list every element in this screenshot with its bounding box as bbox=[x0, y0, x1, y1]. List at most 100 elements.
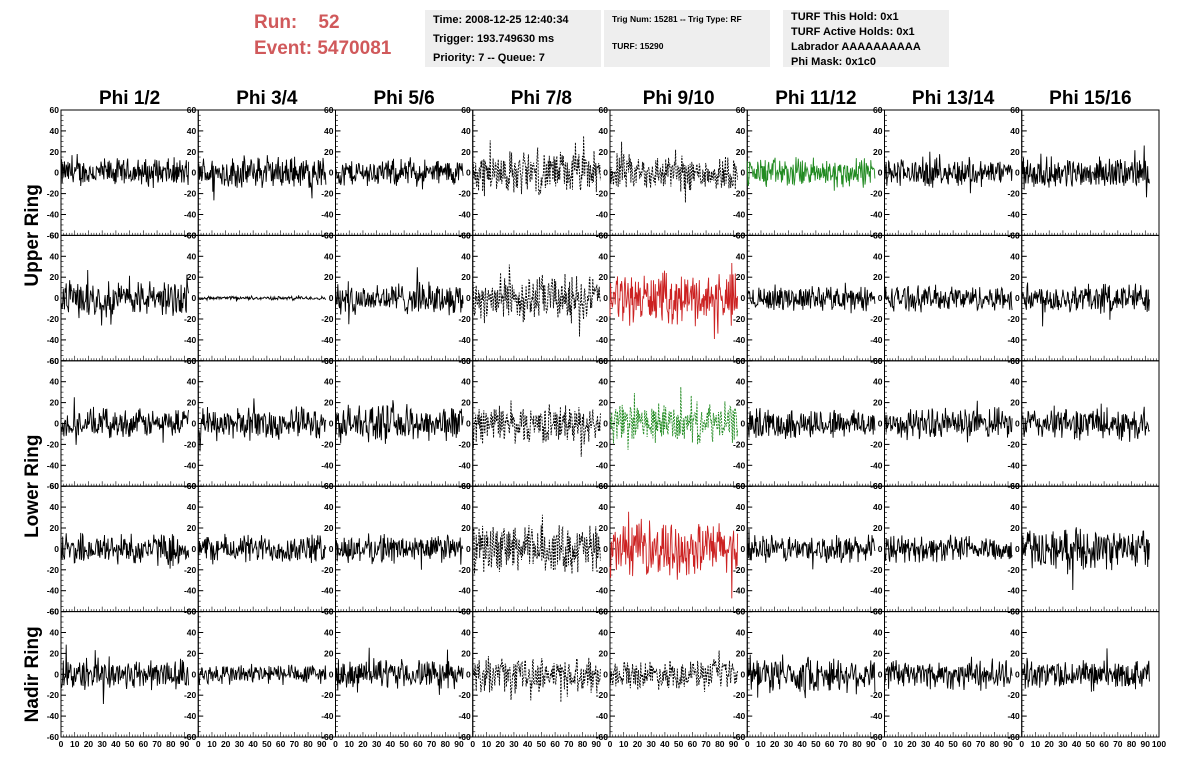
x-tick-label: 80 bbox=[852, 739, 862, 749]
y-tick-label: -40 bbox=[184, 586, 197, 596]
x-tick-label: 30 bbox=[646, 739, 656, 749]
y-tick-label: -40 bbox=[1007, 586, 1020, 596]
y-tick-label: 60 bbox=[461, 105, 471, 115]
waveform-r4-c6 bbox=[746, 528, 876, 570]
y-tick-label: 60 bbox=[50, 105, 60, 115]
x-tick-label: 20 bbox=[1044, 739, 1054, 749]
y-tick-label: 20 bbox=[187, 523, 197, 533]
y-tick-label: 40 bbox=[599, 251, 609, 261]
y-tick-label: 0 bbox=[329, 168, 334, 178]
trig-num-text: Trig Num: 15281 -- Trig Type: RF bbox=[612, 14, 742, 24]
y-tick-label: 40 bbox=[599, 502, 609, 512]
y-tick-label: -20 bbox=[47, 314, 60, 324]
y-tick-label: 40 bbox=[461, 502, 471, 512]
y-tick-label: 60 bbox=[599, 607, 609, 617]
x-tick-label: 90 bbox=[317, 739, 327, 749]
x-tick-label: 20 bbox=[221, 739, 231, 749]
panel-frame-r3-c2 bbox=[197, 360, 336, 487]
y-tick-label: 60 bbox=[599, 481, 609, 491]
y-tick-label: -60 bbox=[47, 607, 60, 617]
y-tick-label: 20 bbox=[599, 523, 609, 533]
y-tick-label: -20 bbox=[870, 439, 883, 449]
y-tick-label: -60 bbox=[184, 732, 197, 742]
y-tick-label: 20 bbox=[50, 147, 60, 157]
y-tick-label: -20 bbox=[870, 189, 883, 199]
y-tick-label: 0 bbox=[466, 168, 471, 178]
y-tick-label: -20 bbox=[733, 439, 746, 449]
x-tick-label: 70 bbox=[839, 739, 849, 749]
y-tick-label: 20 bbox=[1010, 398, 1020, 408]
y-tick-label: 0 bbox=[603, 544, 608, 554]
y-tick-label: 40 bbox=[599, 126, 609, 136]
y-tick-label: 60 bbox=[1010, 481, 1020, 491]
y-tick-label: -40 bbox=[733, 586, 746, 596]
y-tick-label: 20 bbox=[1010, 648, 1020, 658]
y-tick-label: 20 bbox=[873, 523, 883, 533]
column-header-8: Phi 15/16 bbox=[1049, 88, 1131, 109]
x-tick-label: 50 bbox=[262, 739, 272, 749]
y-tick-label: 0 bbox=[54, 544, 59, 554]
y-tick-label: 40 bbox=[599, 377, 609, 387]
y-tick-label: -20 bbox=[458, 189, 471, 199]
y-tick-label: 0 bbox=[878, 168, 883, 178]
y-tick-label: 40 bbox=[873, 126, 883, 136]
y-tick-label: 0 bbox=[1015, 168, 1020, 178]
y-tick-label: -40 bbox=[47, 711, 60, 721]
y-tick-label: 60 bbox=[1010, 356, 1020, 366]
y-tick-label: -20 bbox=[458, 314, 471, 324]
waveform-r4-c8 bbox=[1021, 527, 1150, 591]
waveform-r3-c4 bbox=[472, 400, 601, 457]
y-tick-label: 20 bbox=[873, 147, 883, 157]
y-tick-label: -20 bbox=[321, 439, 334, 449]
y-tick-label: 60 bbox=[1010, 607, 1020, 617]
waveform-r4-c2 bbox=[197, 533, 327, 565]
waveform-r5-c8 bbox=[1021, 648, 1150, 692]
y-tick-label: 60 bbox=[873, 230, 883, 240]
waveform-r3-c5 bbox=[609, 386, 739, 450]
y-tick-label: 0 bbox=[741, 293, 746, 303]
y-tick-label: -20 bbox=[47, 189, 60, 199]
y-tick-label: 20 bbox=[599, 398, 609, 408]
y-tick-label: 40 bbox=[187, 628, 197, 638]
y-tick-label: 20 bbox=[461, 523, 471, 533]
x-tick-label: 70 bbox=[152, 739, 162, 749]
waveform-r5-c3 bbox=[335, 647, 464, 695]
y-tick-label: 60 bbox=[1010, 230, 1020, 240]
y-tick-label: -20 bbox=[458, 565, 471, 575]
y-tick-label: -40 bbox=[184, 460, 197, 470]
waveform-r1-c7 bbox=[884, 151, 1013, 194]
x-tick-label: 40 bbox=[248, 739, 258, 749]
y-tick-label: -20 bbox=[184, 314, 197, 324]
y-tick-label: 20 bbox=[736, 648, 746, 658]
y-tick-label: -20 bbox=[321, 690, 334, 700]
y-tick-label: 60 bbox=[50, 481, 60, 491]
y-tick-label: 60 bbox=[736, 105, 746, 115]
y-tick-label: -20 bbox=[321, 565, 334, 575]
y-tick-label: 0 bbox=[741, 419, 746, 429]
y-tick-label: 40 bbox=[187, 126, 197, 136]
y-tick-label: 0 bbox=[466, 544, 471, 554]
turf-hold-text: TURF This Hold: 0x1 bbox=[791, 11, 899, 23]
y-tick-label: 60 bbox=[324, 481, 334, 491]
y-tick-label: 0 bbox=[1015, 293, 1020, 303]
turf-active-text: TURF Active Holds: 0x1 bbox=[791, 26, 915, 38]
y-tick-label: -40 bbox=[1007, 460, 1020, 470]
y-tick-label: 20 bbox=[599, 147, 609, 157]
waveform-r5-c6 bbox=[746, 654, 876, 699]
event-row: Event: 5470081 bbox=[254, 36, 391, 62]
y-tick-label: -60 bbox=[1007, 732, 1020, 742]
y-tick-label: 20 bbox=[50, 272, 60, 282]
waveform-r1-c6 bbox=[746, 157, 876, 191]
y-tick-label: 0 bbox=[192, 293, 197, 303]
y-tick-label: -40 bbox=[870, 210, 883, 220]
x-tick-label: 60 bbox=[276, 739, 286, 749]
y-tick-label: -60 bbox=[47, 230, 60, 240]
y-tick-label: 40 bbox=[1010, 377, 1020, 387]
x-tick-label: 20 bbox=[84, 739, 94, 749]
y-tick-label: 0 bbox=[466, 419, 471, 429]
waveform-r5-c7 bbox=[884, 656, 1013, 691]
y-tick-label: 40 bbox=[1010, 126, 1020, 136]
y-tick-label: 60 bbox=[461, 356, 471, 366]
y-tick-label: -40 bbox=[733, 711, 746, 721]
